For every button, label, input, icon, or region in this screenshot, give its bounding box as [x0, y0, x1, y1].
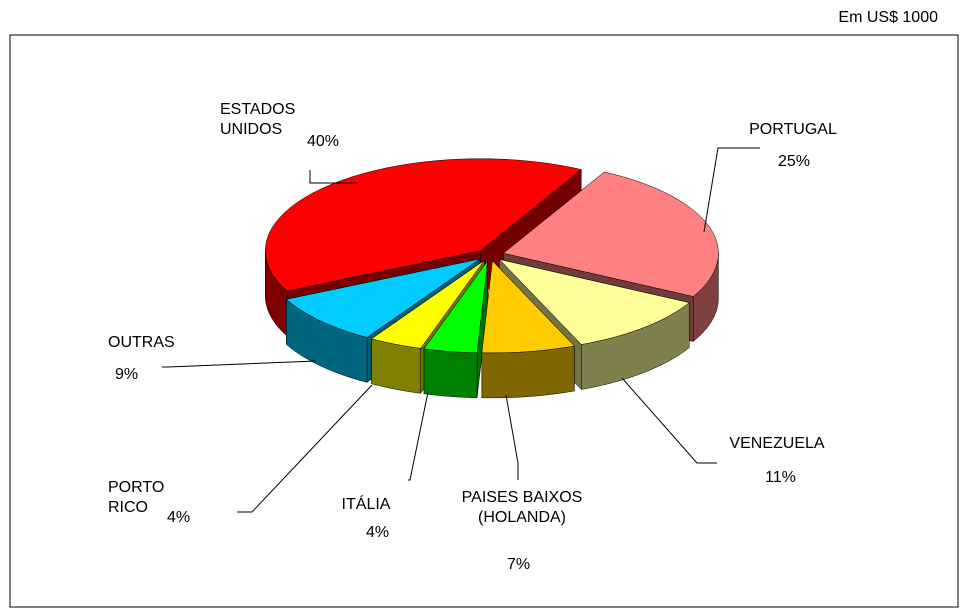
- leader-line: [703, 147, 760, 233]
- slice: [265, 158, 582, 292]
- slice-side: [423, 348, 478, 399]
- chart-border: [9, 34, 959, 608]
- slice: [423, 259, 488, 354]
- slice: [481, 260, 575, 354]
- leader-line: [505, 394, 519, 480]
- leader-line: [237, 384, 373, 513]
- value-label: 7%: [507, 556, 531, 573]
- slice-label: PORTUGAL: [749, 121, 837, 138]
- slice-label: ESTADOS UNIDOS: [220, 101, 296, 138]
- leader-line: [309, 170, 358, 184]
- value-label: 25%: [778, 153, 811, 170]
- leader-line: [408, 391, 429, 481]
- slice-label: PAISES BAIXOS (HOLANDA): [461, 489, 583, 526]
- value-label: 11%: [765, 469, 796, 486]
- leader-line: [621, 377, 717, 464]
- slice-label: PORTO RICO: [108, 479, 165, 516]
- slice: [502, 171, 719, 297]
- value-label: 9%: [115, 366, 139, 383]
- leader-line: [162, 360, 317, 368]
- value-label: 40%: [307, 133, 340, 150]
- value-label: 4%: [366, 524, 390, 541]
- slice-side: [481, 345, 575, 399]
- slice-label: VENEZUELA: [729, 435, 825, 452]
- leader-lines: [162, 147, 760, 513]
- slice: [285, 258, 480, 338]
- slice: [498, 259, 690, 345]
- subtitle: Em US$ 1000: [838, 9, 938, 26]
- slice: [370, 260, 485, 349]
- value-label: 4%: [167, 509, 191, 526]
- slice-label: OUTRAS: [108, 334, 175, 351]
- slice-label: ITÁLIA: [341, 496, 391, 513]
